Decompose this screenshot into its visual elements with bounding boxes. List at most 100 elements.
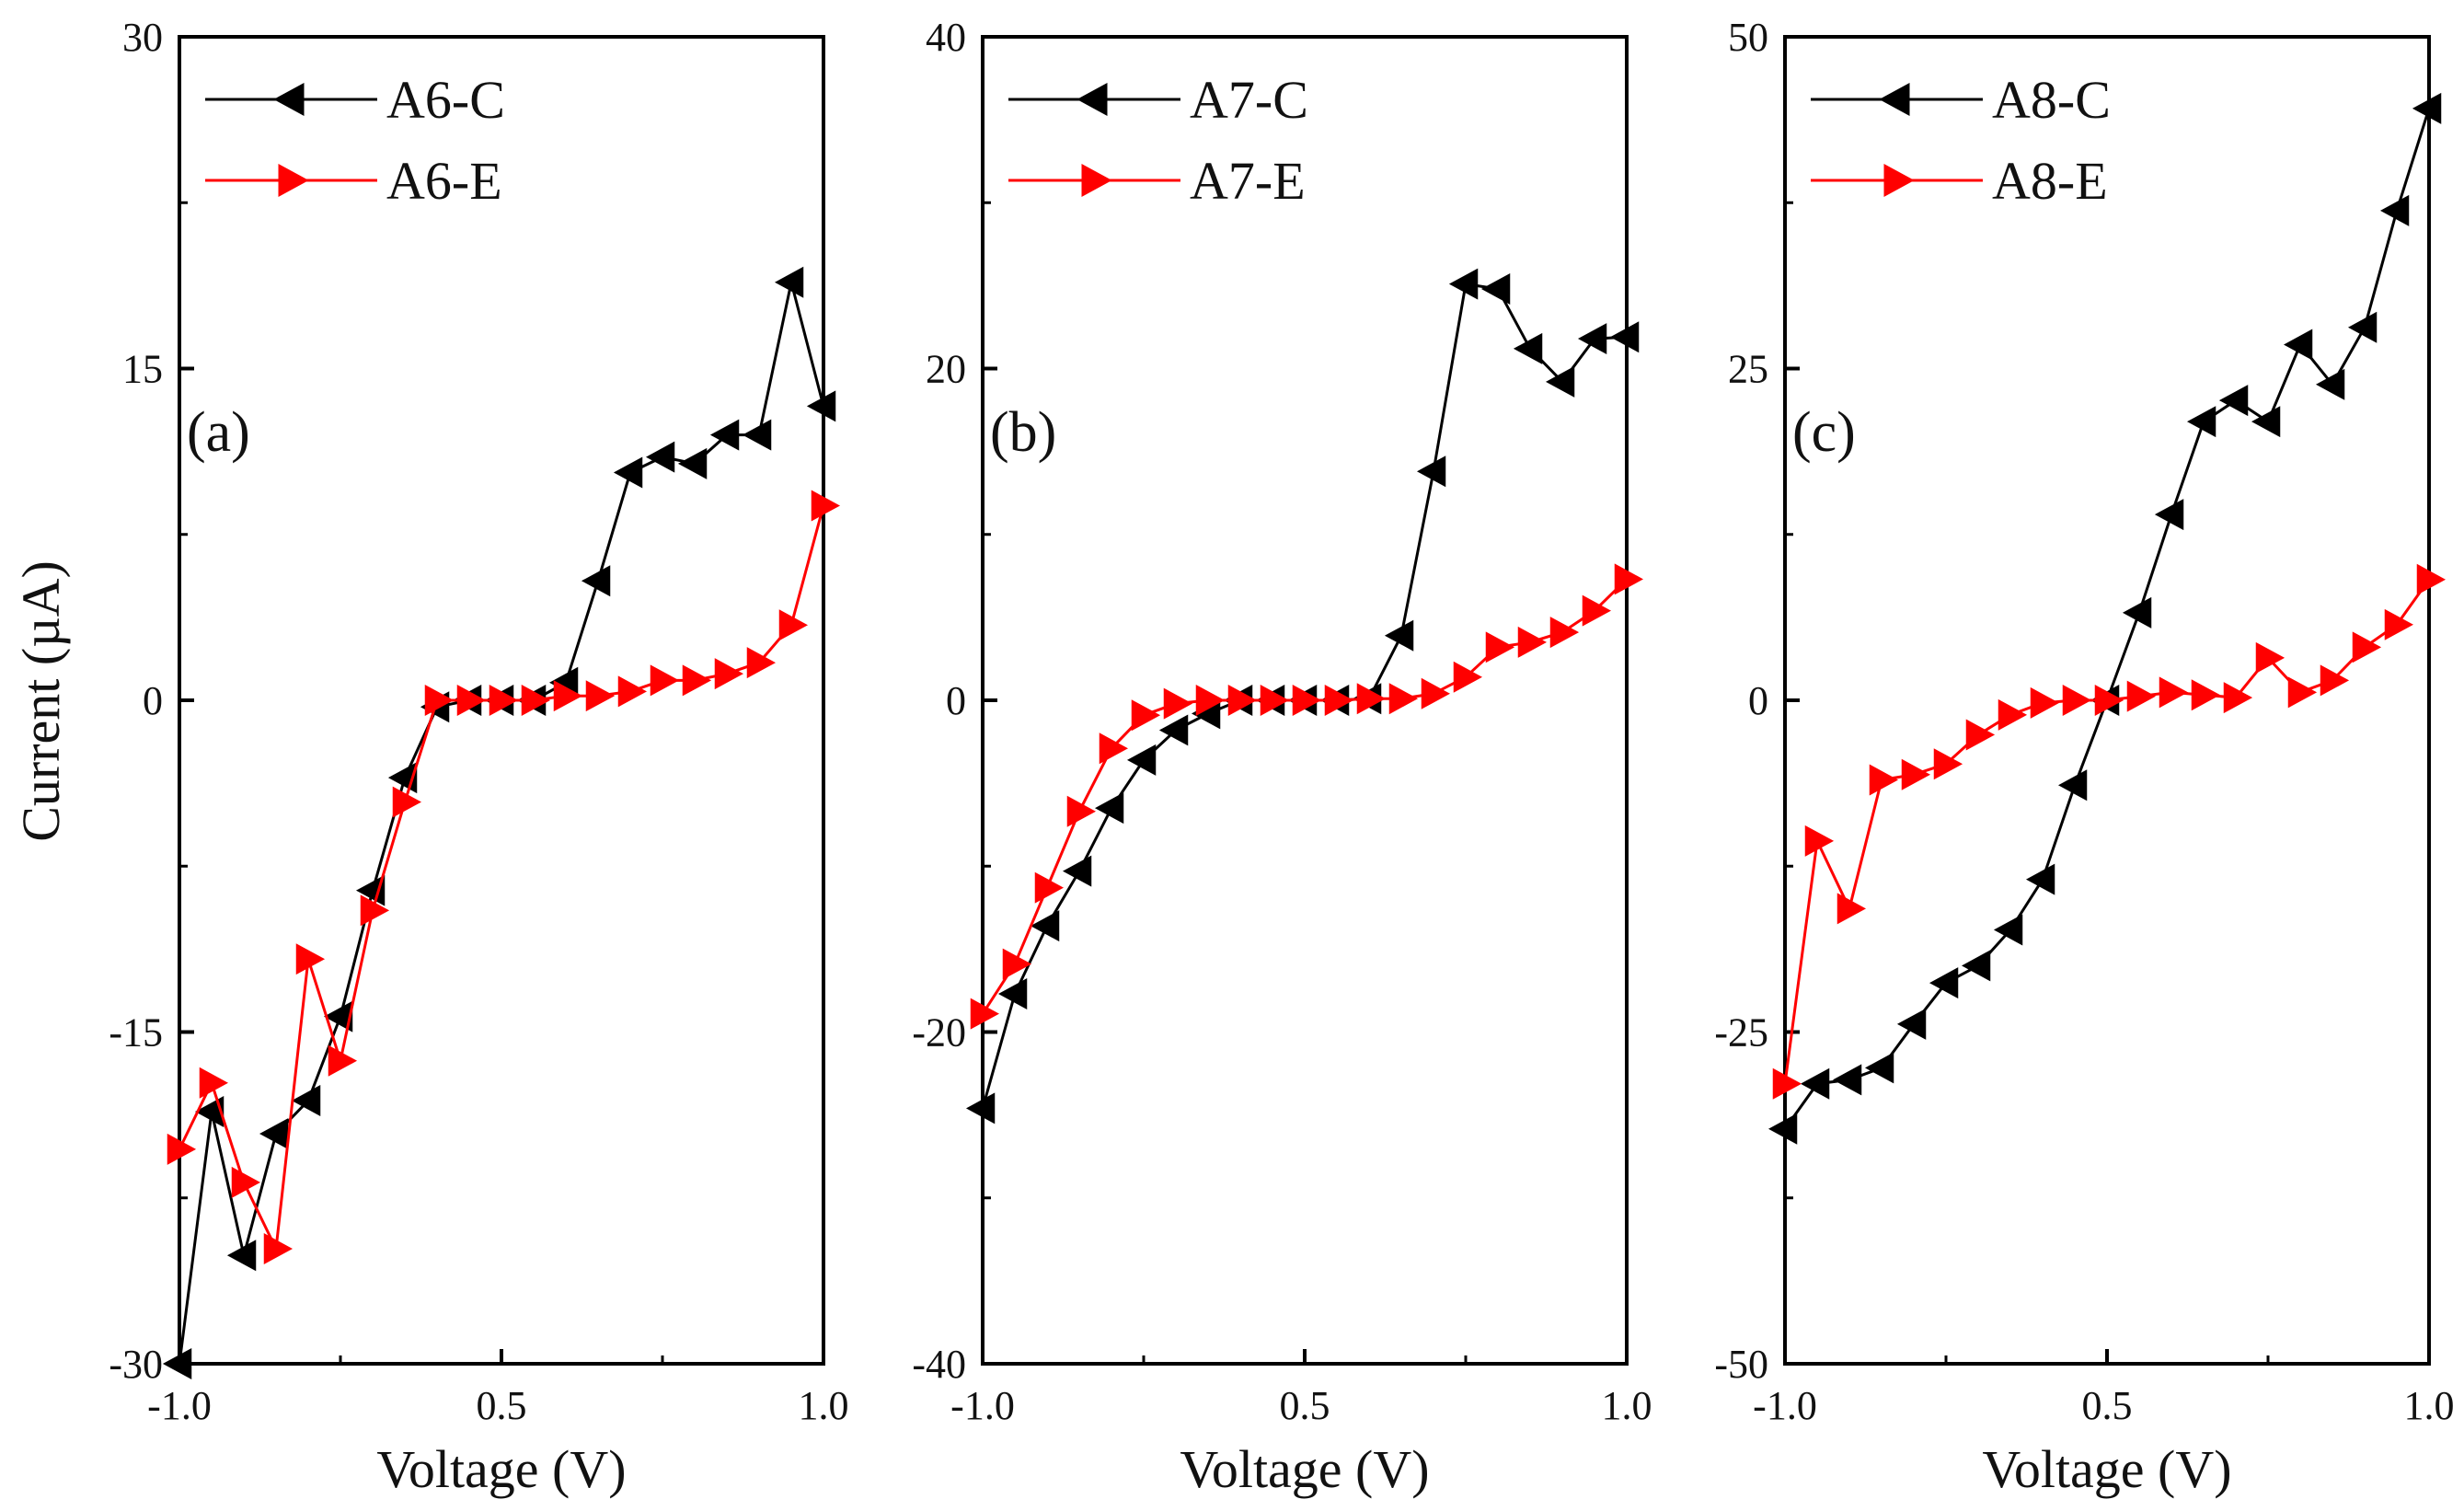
- data-point: [456, 685, 487, 716]
- data-point: [1517, 626, 1548, 658]
- data-point: [199, 1067, 229, 1099]
- data-point: [2126, 680, 2157, 712]
- legend-marker: [1077, 83, 1108, 116]
- data-point: [323, 1000, 353, 1032]
- legend-label: A6-E: [386, 151, 502, 211]
- x-tick-label: -1.0: [950, 1383, 1015, 1428]
- y-tick-label: 30: [122, 15, 163, 60]
- data-point: [263, 1233, 294, 1265]
- y-tick-label: -50: [1714, 1342, 1768, 1387]
- data-point: [489, 685, 519, 716]
- data-point: [2025, 863, 2055, 895]
- data-point: [1614, 563, 1644, 595]
- data-point: [778, 609, 809, 641]
- data-point: [1869, 764, 1899, 796]
- data-point: [1131, 699, 1161, 732]
- data-point: [2384, 608, 2414, 640]
- data-point: [1961, 950, 1991, 982]
- data-point: [295, 943, 326, 975]
- data-point: [194, 1096, 225, 1128]
- data-point: [1577, 323, 1607, 355]
- series-line: [1783, 578, 2431, 1084]
- data-point: [645, 441, 675, 473]
- data-point: [2416, 563, 2447, 595]
- legend-marker: [273, 83, 305, 116]
- y-tick-label: 25: [1728, 347, 1768, 392]
- data-point: [1993, 914, 2023, 946]
- data-point: [291, 1085, 321, 1116]
- data-point: [1896, 1008, 1927, 1040]
- data-point: [1772, 1067, 1802, 1100]
- panel-label: (b): [990, 401, 1056, 464]
- data-point: [1480, 272, 1511, 305]
- data-point: [2154, 499, 2184, 531]
- data-point: [2347, 311, 2378, 343]
- legend: A7-C A7-E: [1008, 70, 1308, 211]
- data-point: [997, 978, 1028, 1010]
- data-point: [553, 680, 583, 712]
- series-A8-C: [1767, 92, 2442, 1145]
- data-point: [1453, 661, 1483, 693]
- data-point: [811, 490, 841, 522]
- x-tick-label: -1.0: [1753, 1383, 1817, 1428]
- y-tick-label: 20: [926, 347, 966, 392]
- y-tick-label: 50: [1728, 15, 1768, 60]
- data-point: [1126, 744, 1157, 776]
- legend-marker: [1883, 164, 1915, 197]
- data-point: [1998, 698, 2028, 731]
- data-point: [1933, 748, 1963, 780]
- y-tick-label: 0: [1748, 678, 1768, 723]
- data-point: [1609, 321, 1640, 353]
- data-point: [328, 1044, 358, 1077]
- data-point: [1421, 677, 1451, 709]
- legend-label: A7-E: [1190, 151, 1306, 211]
- data-point: [1804, 825, 1835, 857]
- data-point: [226, 1240, 257, 1272]
- data-point: [774, 266, 804, 298]
- legend-marker: [1081, 164, 1112, 197]
- data-point: [1448, 268, 1479, 300]
- data-point: [2191, 679, 2221, 711]
- y-tick-label: -15: [109, 1010, 163, 1055]
- data-point: [2412, 92, 2442, 124]
- data-point: [360, 894, 390, 927]
- data-point: [585, 680, 616, 712]
- y-tick-label: -25: [1714, 1010, 1768, 1055]
- y-tick-label: 40: [926, 15, 966, 60]
- data-point: [1416, 456, 1446, 488]
- data-point: [1901, 758, 1931, 790]
- data-point: [1163, 687, 1193, 720]
- panel-label: (a): [187, 401, 250, 464]
- y-tick-label: 15: [122, 347, 163, 392]
- data-point: [2057, 769, 2088, 802]
- data-point: [1929, 967, 1959, 999]
- data-point: [2122, 596, 2152, 629]
- x-tick-label: 0.5: [2082, 1383, 2133, 1428]
- data-point: [1864, 1052, 1894, 1084]
- data-point: [1066, 795, 1097, 827]
- data-point: [1260, 685, 1290, 716]
- data-point: [1767, 1113, 1798, 1145]
- legend: A8-C A8-E: [1811, 70, 2111, 211]
- data-point: [617, 675, 648, 708]
- data-point: [2030, 686, 2060, 719]
- series-A6-C: [162, 266, 836, 1379]
- series-line: [178, 282, 825, 1365]
- data-point: [1832, 1064, 1862, 1096]
- data-point: [1094, 792, 1124, 825]
- data-point: [1158, 714, 1189, 746]
- data-point: [2062, 685, 2092, 716]
- legend-label: A8-C: [1992, 70, 2111, 130]
- legend: A6-C A6-E: [205, 70, 505, 211]
- data-point: [1034, 871, 1065, 904]
- panel-label: (c): [1792, 401, 1856, 464]
- data-point: [1356, 683, 1387, 715]
- data-point: [1485, 631, 1515, 663]
- x-tick-label: -1.0: [147, 1383, 212, 1428]
- legend-label: A7-C: [1190, 70, 1308, 130]
- data-point: [2223, 682, 2253, 714]
- data-point: [1292, 685, 1322, 716]
- legend-label: A8-E: [1992, 151, 2108, 211]
